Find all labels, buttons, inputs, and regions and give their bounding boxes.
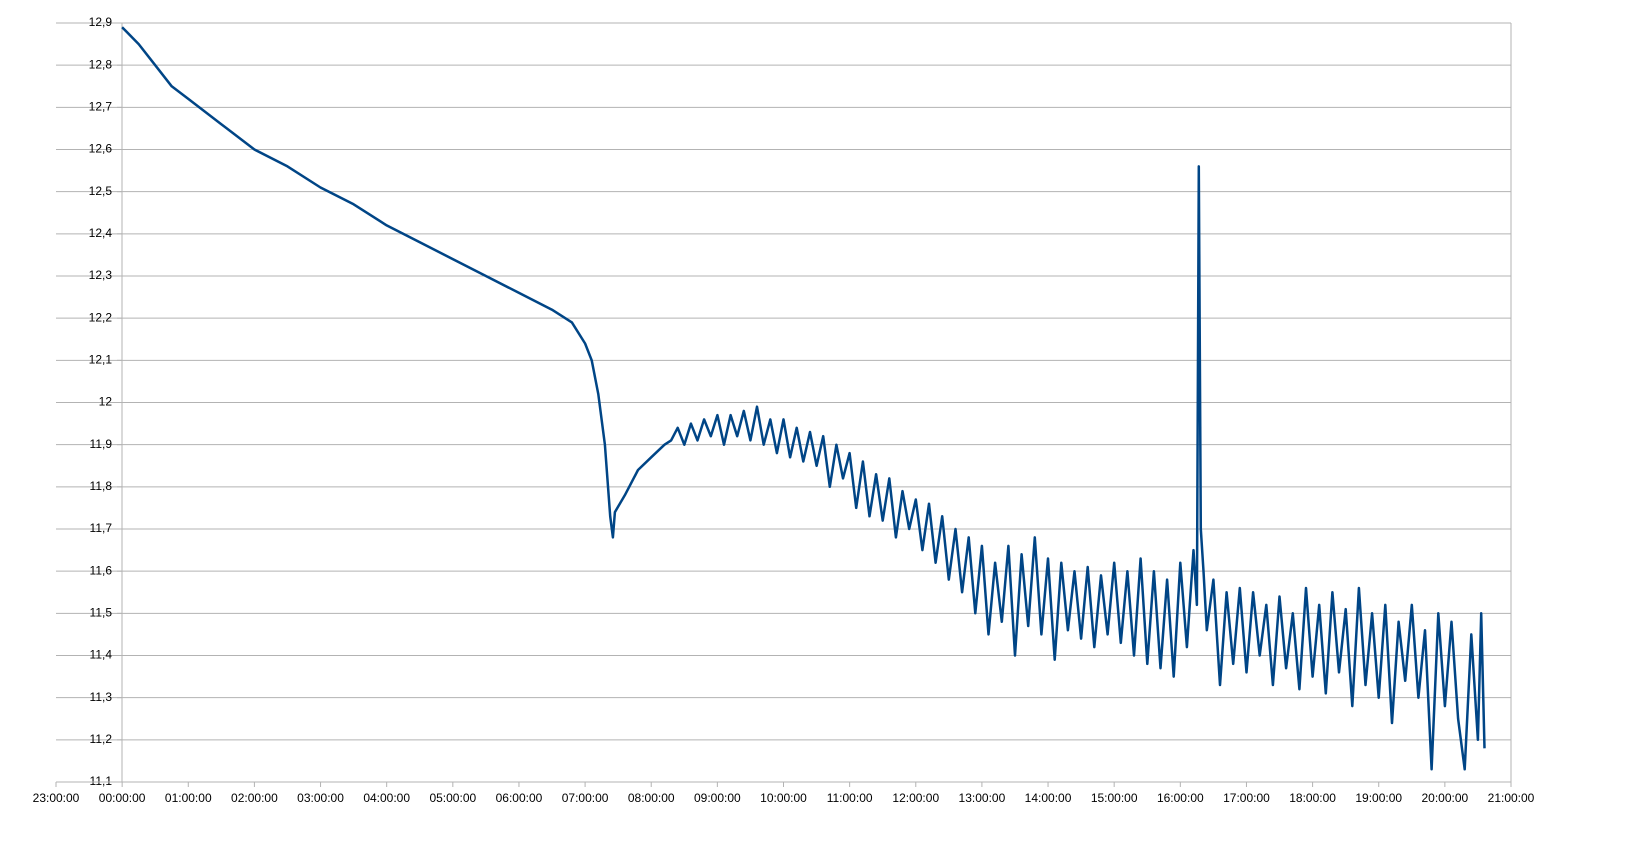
y-tick-label: 11,6 (90, 563, 113, 577)
x-tick-label: 13:00:00 (959, 791, 1006, 805)
y-tick-label: 12,1 (89, 353, 113, 367)
y-tick-label: 12,8 (89, 57, 113, 71)
x-tick-label: 07:00:00 (562, 791, 609, 805)
x-tick-label: 15:00:00 (1091, 791, 1138, 805)
y-tick-label: 11,7 (90, 521, 113, 535)
y-tick-label: 11,3 (90, 690, 113, 704)
x-tick-label: 12:00:00 (892, 791, 939, 805)
x-tick-label: 20:00:00 (1422, 791, 1469, 805)
y-tick-label: 11,1 (90, 774, 113, 788)
x-tick-label: 00:00:00 (99, 791, 146, 805)
data-line (121, 26, 1486, 771)
y-tick-label: 12,6 (89, 142, 113, 156)
y-tick-label: 11,9 (90, 437, 113, 451)
y-tick-label: 12,3 (89, 268, 113, 282)
x-tick-label: 03:00:00 (297, 791, 344, 805)
x-tick-label: 06:00:00 (496, 791, 543, 805)
y-tick-label: 12,4 (89, 226, 113, 240)
x-tick-label: 16:00:00 (1157, 791, 1204, 805)
x-tick-label: 09:00:00 (694, 791, 741, 805)
x-tick-label: 05:00:00 (429, 791, 476, 805)
y-tick-label: 11,4 (90, 648, 113, 662)
x-tick-label: 02:00:00 (231, 791, 278, 805)
x-tick-label: 01:00:00 (165, 791, 212, 805)
x-tick-label: 23:00:00 (33, 791, 80, 805)
x-tick-label: 08:00:00 (628, 791, 675, 805)
y-tick-label: 12,5 (89, 184, 113, 198)
x-tick-label: 10:00:00 (760, 791, 807, 805)
y-tick-label: 11,2 (90, 732, 113, 746)
y-tick-label: 12 (99, 395, 113, 409)
x-tick-label: 14:00:00 (1025, 791, 1072, 805)
x-tick-label: 18:00:00 (1289, 791, 1336, 805)
x-tick-label: 19:00:00 (1355, 791, 1402, 805)
y-tick-label: 11,8 (90, 479, 113, 493)
x-tick-label: 04:00:00 (363, 791, 410, 805)
y-tick-label: 12,7 (89, 100, 113, 114)
y-tick-label: 12,2 (89, 310, 113, 324)
y-tick-label: 12,9 (89, 15, 113, 29)
x-tick-label: 11:00:00 (827, 791, 873, 805)
x-tick-label: 21:00:00 (1488, 791, 1535, 805)
y-tick-label: 11,5 (90, 606, 113, 620)
x-tick-label: 17:00:00 (1223, 791, 1270, 805)
